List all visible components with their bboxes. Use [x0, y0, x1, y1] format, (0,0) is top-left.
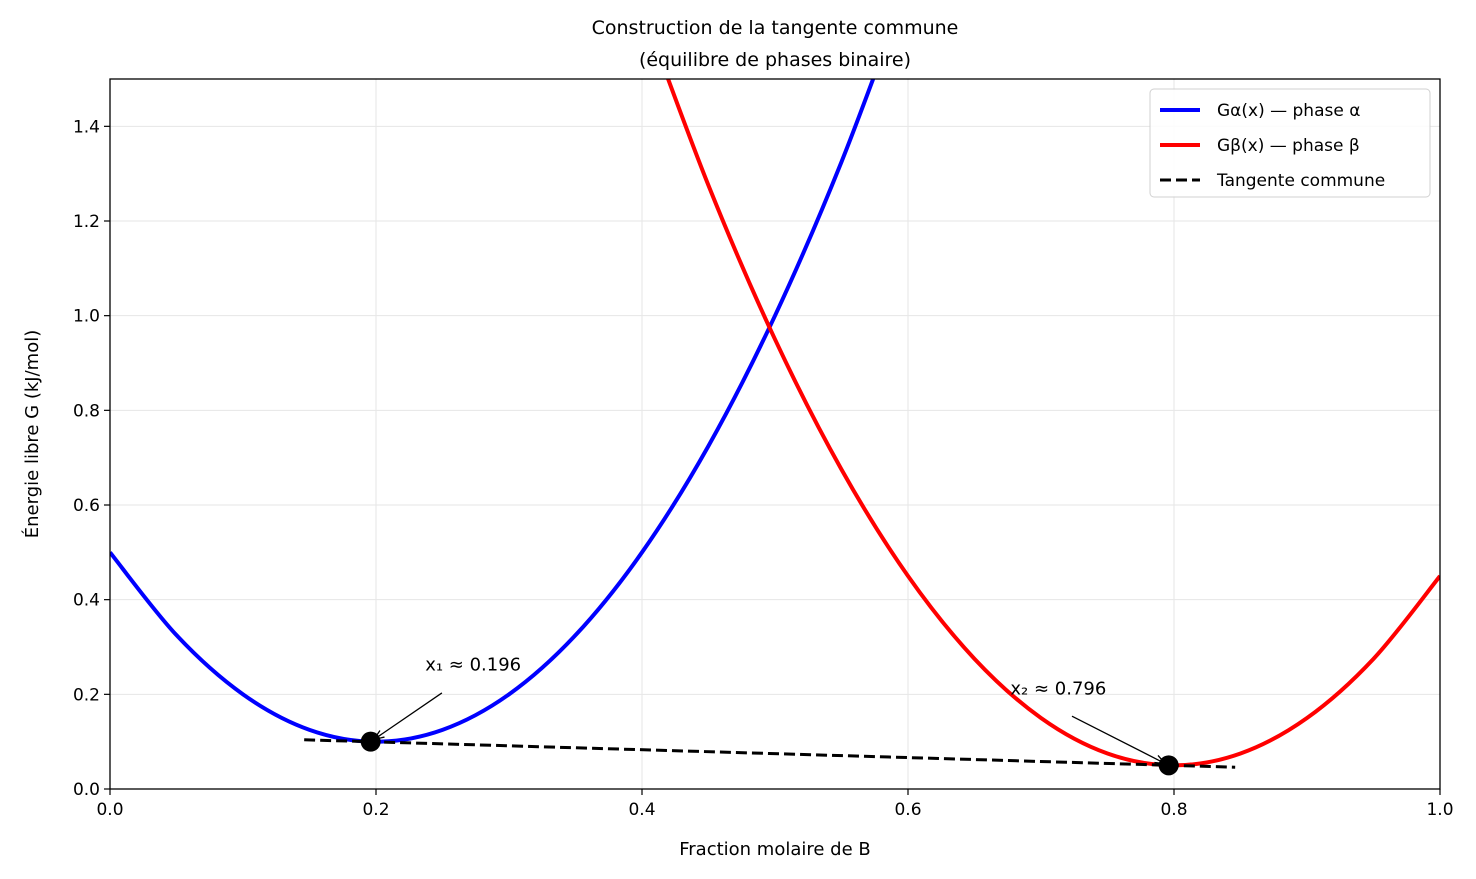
y-tick-label: 0.2	[73, 685, 100, 705]
x-tick-label: 0.8	[1160, 800, 1187, 820]
y-tick-label: 0.6	[73, 496, 100, 516]
x-tick-label: 0.2	[362, 800, 389, 820]
y-tick-label: 0.0	[73, 780, 100, 800]
annotation-label: x₂ ≈ 0.796	[1010, 678, 1106, 699]
annotations: x₁ ≈ 0.196 x₂ ≈ 0.796	[360, 655, 1179, 776]
annotation-label: x₁ ≈ 0.196	[425, 655, 521, 676]
annotation-arrow	[1071, 715, 1166, 765]
ticks: 0.0 0.2 0.4 0.6 0.8 1.0 0.0 0.2 0.4 0.6 0.8 1.0 1.2 1…	[73, 117, 1454, 820]
y-tick-label: 1.4	[73, 117, 100, 137]
legend-box	[1149, 88, 1431, 198]
chart-subtitle: (équilibre de phases binaire)	[639, 49, 911, 71]
series-line-0	[110, 79, 876, 744]
series-line-2	[304, 738, 1236, 769]
y-tick-label: 0.8	[73, 401, 100, 421]
equilibrium-point	[1158, 755, 1179, 776]
x-axis-label: Fraction molaire de B	[679, 839, 871, 860]
legend-label: Tangente commune	[1216, 171, 1385, 191]
x-tick-label: 0.6	[894, 800, 921, 820]
series-group	[110, 79, 1440, 769]
x-tick-label: 0.0	[96, 800, 123, 820]
y-tick-label: 1.2	[73, 212, 100, 232]
x-tick-label: 0.4	[628, 800, 655, 820]
legend-label: Gα(x) — phase α	[1217, 101, 1360, 121]
plot-frame	[109, 78, 1441, 790]
legend: Gα(x) — phase α Gβ(x) — phase β Tangente c…	[1149, 88, 1431, 198]
equilibrium-point	[360, 731, 381, 752]
legend-label: Gβ(x) — phase β	[1217, 136, 1360, 156]
annotation-arrow	[373, 692, 443, 740]
chart-title: Construction de la tangente commune	[592, 17, 959, 39]
y-tick-label: 1.0	[73, 307, 100, 327]
series-line-1	[665, 79, 1440, 768]
x-tick-label: 1.0	[1426, 800, 1453, 820]
y-axis-label: Énergie libre G (kJ/mol)	[21, 330, 43, 538]
y-tick-label: 0.4	[73, 591, 100, 611]
